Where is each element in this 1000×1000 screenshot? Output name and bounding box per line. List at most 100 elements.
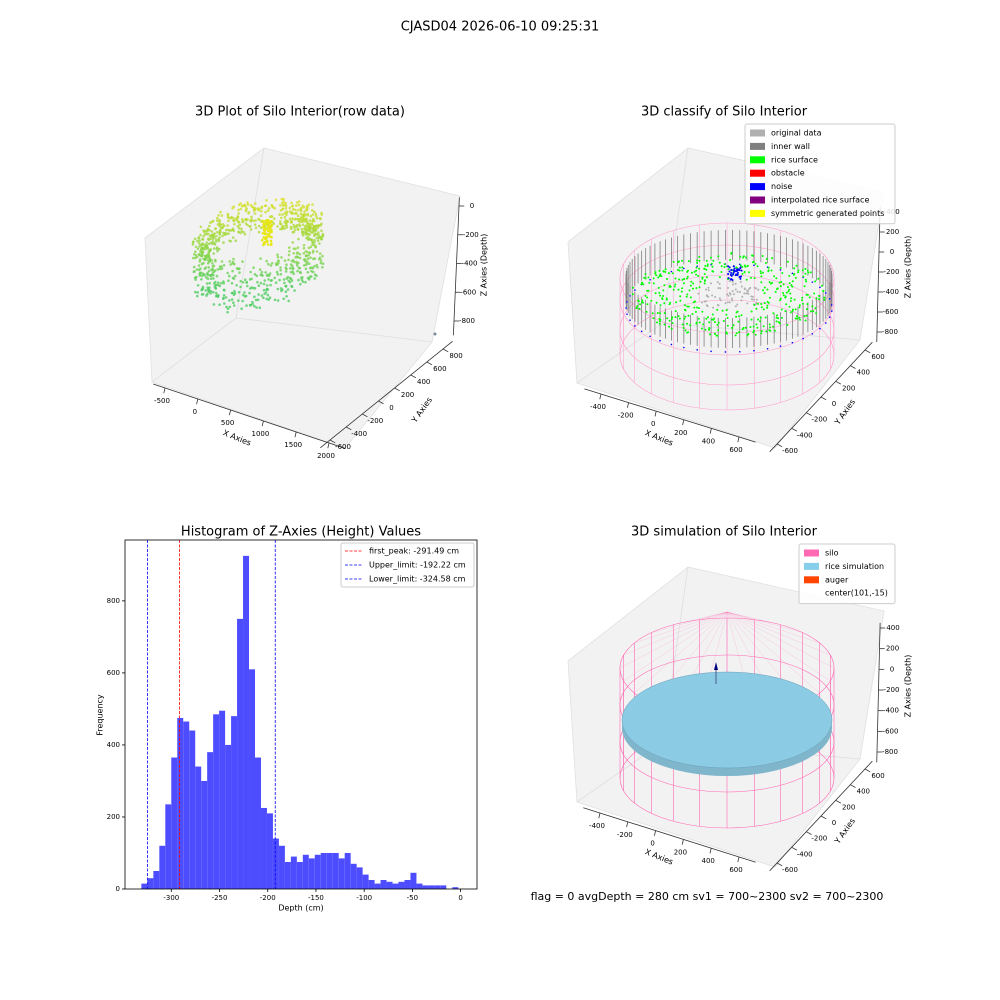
histogram-bar xyxy=(452,887,459,889)
point-cloud xyxy=(227,279,230,283)
point-cloud xyxy=(316,266,319,269)
point-cloud xyxy=(287,279,291,283)
histogram-bar xyxy=(165,804,172,889)
rice-surface xyxy=(697,274,700,277)
point-cloud xyxy=(215,283,218,287)
point-cloud xyxy=(226,310,229,314)
rice-surface xyxy=(751,254,753,257)
point-cloud xyxy=(236,215,239,218)
rice-surface xyxy=(701,310,704,313)
rice-surface xyxy=(738,315,740,318)
original-data xyxy=(731,299,734,302)
point-cloud xyxy=(216,294,220,298)
rice-surface xyxy=(681,278,684,281)
point-cloud xyxy=(264,220,268,223)
point-cloud xyxy=(227,219,230,223)
point-cloud xyxy=(267,278,270,281)
original-data xyxy=(736,290,739,293)
point-cloud xyxy=(299,209,303,213)
point-cloud xyxy=(196,247,200,250)
point-cloud xyxy=(297,200,301,203)
rice-surface xyxy=(735,315,738,318)
rice-surface xyxy=(698,255,701,258)
rice-surface xyxy=(773,275,775,278)
rice-surface xyxy=(695,266,698,269)
point-cloud xyxy=(298,266,302,270)
point-cloud xyxy=(291,264,294,268)
point-cloud xyxy=(274,281,278,285)
rice-surface xyxy=(641,299,644,302)
rice-surface xyxy=(654,271,657,274)
rice-surface xyxy=(746,334,749,337)
point-cloud xyxy=(246,284,249,288)
original-data xyxy=(728,280,731,283)
point-cloud xyxy=(264,227,267,231)
x-axis-label: X Axies xyxy=(644,428,675,447)
point-cloud xyxy=(198,258,202,261)
x-tick-label: 0 xyxy=(458,894,462,902)
original-data xyxy=(727,294,730,297)
point-cloud xyxy=(253,223,257,226)
rice-surface xyxy=(768,296,771,299)
point-cloud xyxy=(199,225,203,229)
point-cloud xyxy=(296,269,299,273)
point-cloud xyxy=(279,222,282,225)
histogram-bar xyxy=(243,555,250,889)
point-cloud xyxy=(315,250,319,253)
point-cloud xyxy=(313,233,317,236)
rice-surface xyxy=(687,260,690,263)
point-cloud xyxy=(313,277,317,280)
noise xyxy=(728,266,731,269)
point-cloud xyxy=(265,274,269,277)
rice-surface xyxy=(713,332,716,335)
rice-surface xyxy=(750,310,753,313)
rice-surface xyxy=(705,268,708,271)
y-tick-label: 0 xyxy=(116,885,120,893)
x-axis-label: X Axies xyxy=(644,847,675,866)
point-cloud xyxy=(270,224,274,227)
point-cloud xyxy=(317,231,320,234)
point-cloud xyxy=(264,271,268,274)
point-cloud xyxy=(313,240,316,244)
original-data xyxy=(697,292,700,295)
y-tick-label: 600 xyxy=(433,365,446,373)
point-cloud xyxy=(311,231,315,234)
histogram-bar xyxy=(219,710,226,889)
point-cloud xyxy=(270,230,273,234)
point-cloud xyxy=(233,222,236,226)
point-cloud xyxy=(321,254,324,258)
y-axis-line xyxy=(320,340,453,449)
point-cloud xyxy=(307,238,310,241)
point-cloud xyxy=(220,267,224,270)
x-tick-label: 200 xyxy=(674,848,687,856)
rice-surface xyxy=(696,259,699,262)
z-tick-label: -600 xyxy=(883,727,899,735)
point-cloud xyxy=(257,217,260,221)
status-footer: flag = 0 avgDepth = 280 cm sv1 = 700~230… xyxy=(531,890,884,903)
plot-frame xyxy=(124,539,478,890)
point-cloud xyxy=(219,281,223,285)
point-cloud xyxy=(196,284,200,287)
rice-surface xyxy=(735,332,738,335)
point-cloud xyxy=(276,299,280,302)
y-tick-mark xyxy=(820,815,827,820)
rice-surface xyxy=(767,270,770,273)
point-cloud xyxy=(200,278,203,281)
y-tick-mark xyxy=(442,348,449,353)
point-cloud xyxy=(316,224,320,228)
rice-surface xyxy=(780,308,783,311)
point-cloud xyxy=(260,294,264,297)
original-data xyxy=(705,288,707,291)
rice-surface xyxy=(788,274,791,277)
point-cloud xyxy=(266,293,270,297)
z-tick-label: -800 xyxy=(459,317,475,325)
z-tick-label: -600 xyxy=(883,308,899,316)
histogram-bar xyxy=(177,717,184,889)
histogram-bar xyxy=(434,885,441,889)
y-tick-mark xyxy=(850,784,856,788)
histogram-bar xyxy=(260,807,267,889)
point-cloud xyxy=(261,225,265,229)
rice-surface xyxy=(801,299,803,302)
point-cloud xyxy=(285,211,289,215)
z-tick-label: -400 xyxy=(883,707,899,715)
